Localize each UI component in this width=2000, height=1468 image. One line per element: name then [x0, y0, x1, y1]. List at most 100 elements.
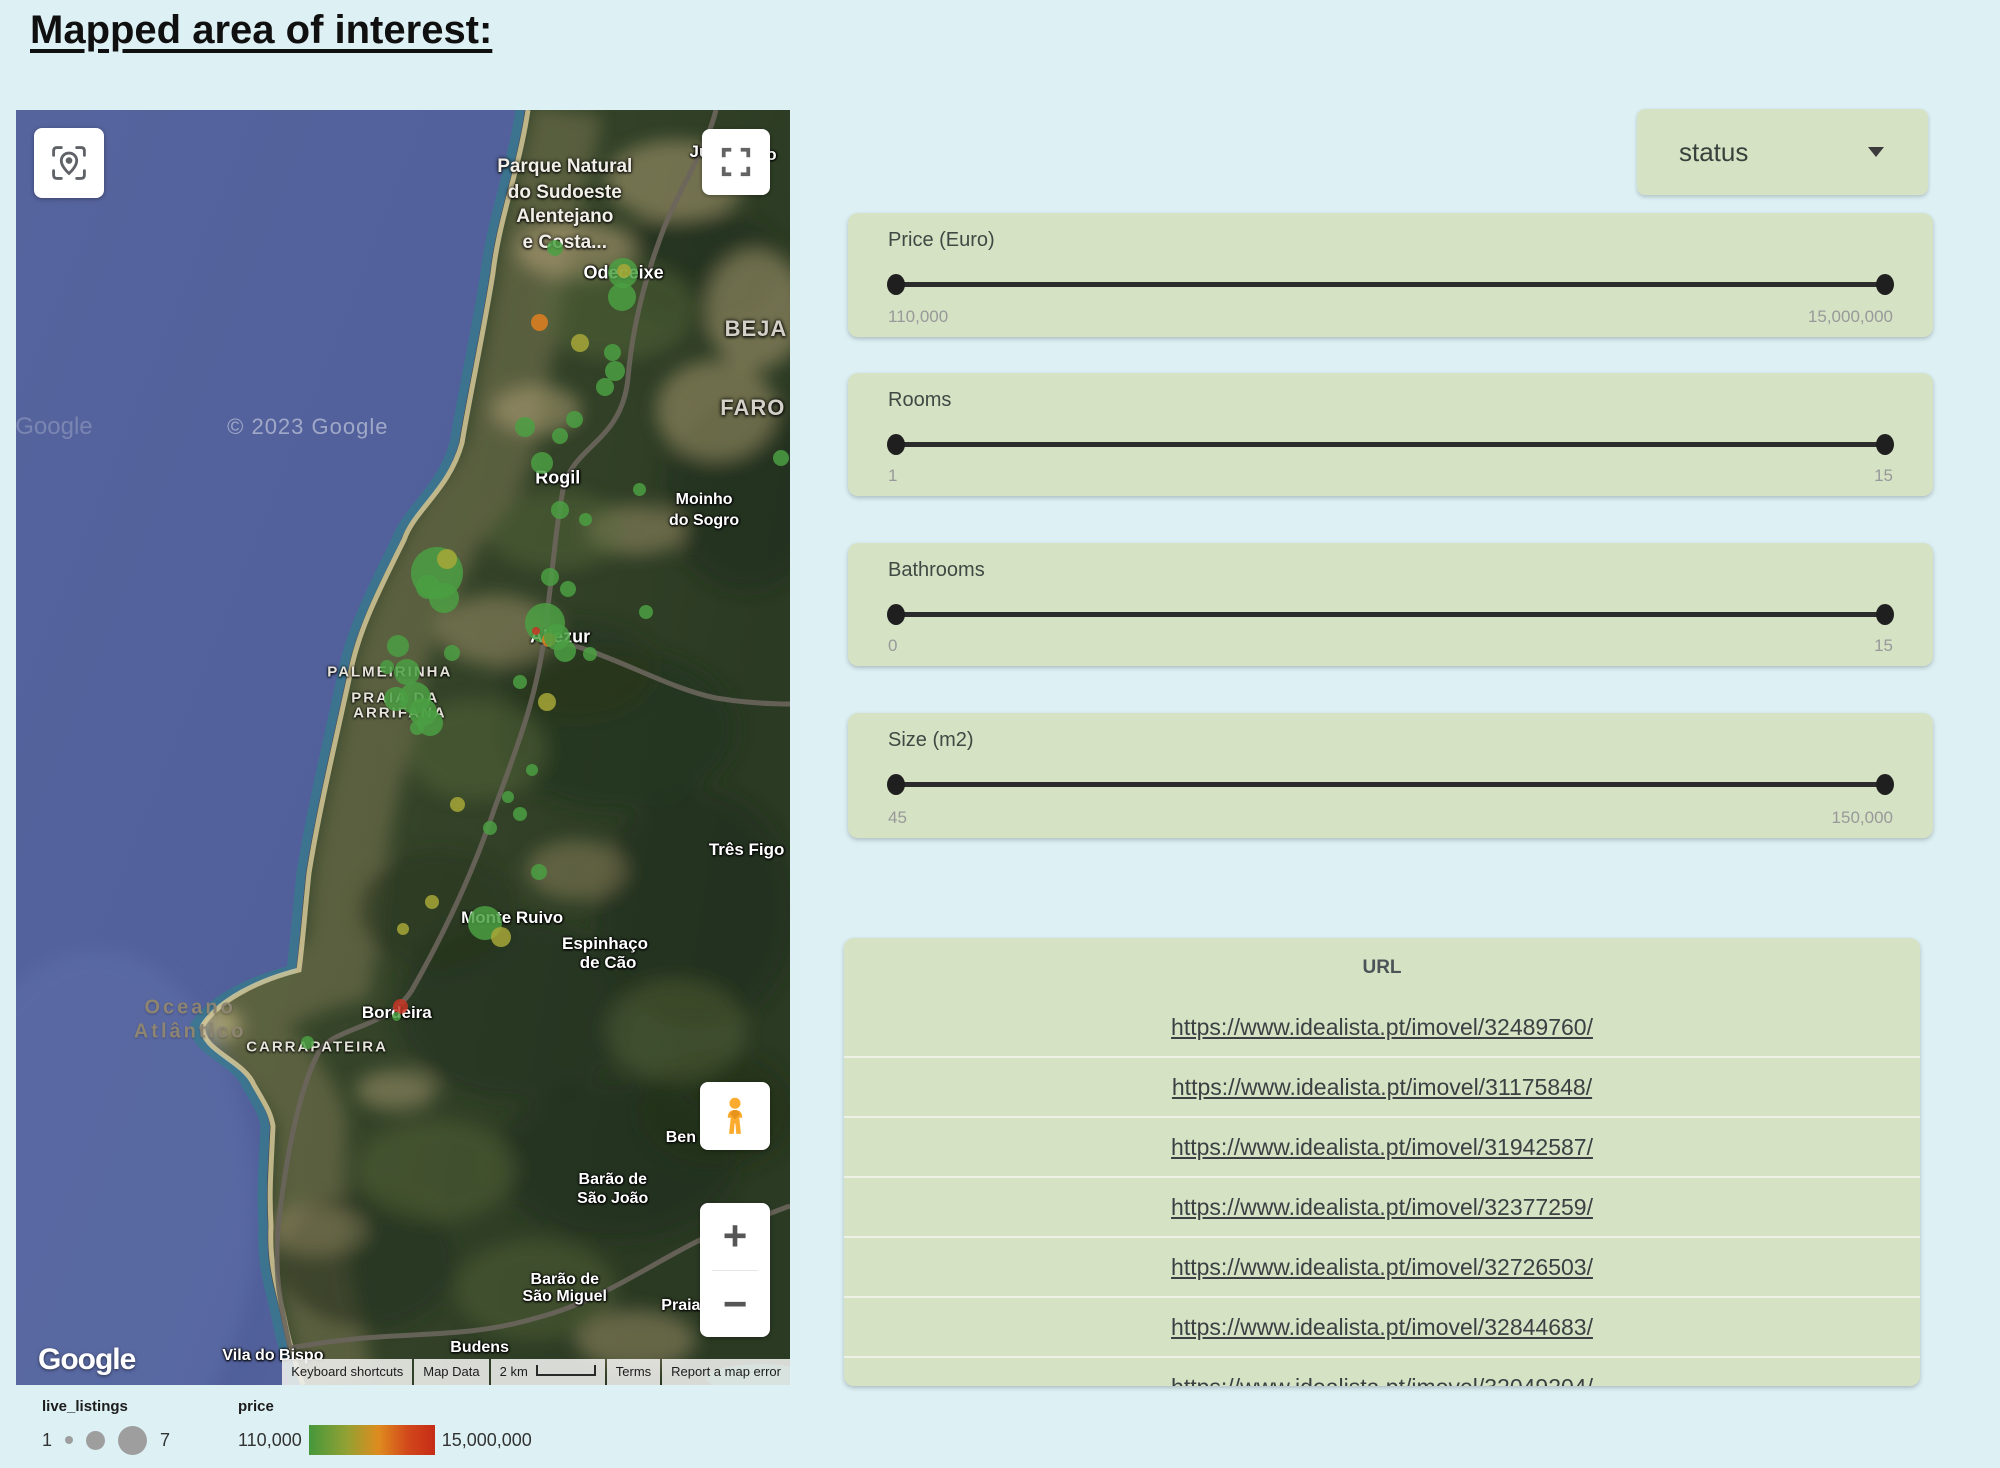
- table-row: https://www.idealista.pt/imovel/32726503…: [844, 1236, 1920, 1296]
- page-title: Mapped area of interest:: [30, 8, 493, 52]
- listing-dot: [512, 806, 527, 821]
- size-legend-dot-small: [65, 1436, 74, 1444]
- listing-dot: [541, 567, 560, 586]
- map-label: São Miguel: [522, 1288, 607, 1306]
- listing-dot: [639, 605, 654, 620]
- keyboard-shortcuts-link[interactable]: Keyboard shortcuts: [282, 1359, 413, 1385]
- map-label: Barão de: [578, 1170, 647, 1188]
- map-label: © 2023 Google: [227, 414, 389, 440]
- terms-link[interactable]: Terms: [606, 1359, 661, 1385]
- map-label: Barão de: [530, 1271, 599, 1289]
- listing-link[interactable]: https://www.idealista.pt/imovel/32049204…: [1171, 1374, 1593, 1386]
- map-data-link[interactable]: Map Data: [414, 1359, 489, 1385]
- rooms-slider-track[interactable]: [887, 434, 1894, 455]
- fullscreen-button[interactable]: [702, 129, 770, 195]
- url-table-header: URL: [1362, 957, 1402, 978]
- bathrooms-filter-panel: Bathrooms 0 15: [848, 543, 1933, 666]
- map-legend: live_listings 1 7 price 110,000 15,000,0…: [42, 1398, 602, 1468]
- price-legend-min: 110,000: [238, 1429, 302, 1450]
- listing-dot: [482, 820, 497, 835]
- pegman-button[interactable]: [700, 1082, 770, 1150]
- pin-select-icon: [52, 146, 86, 180]
- listing-dot: [443, 645, 460, 662]
- size-legend-max: 7: [160, 1429, 171, 1450]
- bathrooms-slider-handle-min[interactable]: [887, 604, 905, 625]
- pegman-icon: [727, 1097, 743, 1134]
- listing-dot: [604, 343, 622, 361]
- price-gradient-bar: [308, 1425, 435, 1455]
- listing-dot: [409, 721, 424, 736]
- google-logo: Google: [38, 1343, 136, 1376]
- listing-dot: [531, 864, 548, 881]
- listing-dot: [449, 797, 465, 813]
- size-slider-handle-min[interactable]: [887, 774, 905, 795]
- map-label: FARO: [720, 395, 786, 421]
- price-legend-label: price: [238, 1398, 274, 1415]
- bathrooms-slider-handle-max[interactable]: [1876, 604, 1894, 625]
- bathrooms-filter-label: Bathrooms: [888, 559, 985, 581]
- price-filter-panel: Price (Euro) 110,000 15,000,000: [848, 213, 1933, 337]
- map-canvas[interactable]: Parque Natural do Sudoeste Alentejano e Cos…: [16, 110, 790, 1385]
- listing-dot: [532, 627, 541, 636]
- price-slider-handle-min[interactable]: [887, 274, 905, 295]
- url-table: URL https://www.idealista.pt/imovel/3248…: [844, 938, 1920, 1386]
- listing-dot: [526, 764, 539, 777]
- price-slider-track[interactable]: [887, 274, 1894, 295]
- report-map-error-link[interactable]: Report a map error: [662, 1359, 790, 1385]
- map-label: Moinho: [675, 491, 733, 509]
- zoom-in-button[interactable]: +: [722, 1212, 748, 1260]
- draw-area-button[interactable]: [34, 128, 104, 198]
- map-label: Ben: [665, 1128, 696, 1146]
- map-label: BEJA: [724, 316, 788, 342]
- listing-link[interactable]: https://www.idealista.pt/imovel/31175848…: [1171, 1074, 1593, 1100]
- map-scale: 2 km: [490, 1359, 605, 1385]
- listing-dot: [633, 483, 647, 497]
- bathrooms-max-value: 15: [1874, 636, 1893, 655]
- listing-dot: [537, 692, 556, 711]
- rooms-filter-panel: Rooms 1 15: [848, 373, 1933, 496]
- price-legend: price 110,000 15,000,000: [238, 1398, 532, 1457]
- listing-dot: [552, 428, 569, 445]
- listing-dot: [531, 314, 549, 332]
- rooms-slider-handle-max[interactable]: [1876, 434, 1894, 455]
- listing-link[interactable]: https://www.idealista.pt/imovel/32726503…: [1171, 1254, 1593, 1280]
- map-label: Parque Natural: [497, 156, 633, 178]
- listing-link[interactable]: https://www.idealista.pt/imovel/32844683…: [1171, 1314, 1593, 1340]
- listing-dot: [424, 894, 439, 909]
- listing-dot: [301, 1035, 315, 1049]
- price-slider-handle-max[interactable]: [1876, 274, 1894, 295]
- listing-dot: [429, 583, 460, 614]
- listing-dot: [571, 334, 590, 353]
- zoom-out-button[interactable]: −: [722, 1279, 748, 1327]
- map-label: Espinhaço: [562, 933, 648, 953]
- status-dropdown[interactable]: status: [1637, 109, 1928, 195]
- listing-dot: [559, 581, 576, 598]
- listing-dot: [596, 377, 614, 396]
- bathrooms-slider-track[interactable]: [887, 604, 1894, 625]
- size-min-value: 45: [888, 808, 907, 827]
- size-legend-min: 1: [42, 1429, 53, 1450]
- map-label: e Costa...: [522, 231, 608, 253]
- listing-dot: [387, 634, 410, 657]
- map-label: Alentejano: [516, 206, 614, 228]
- listing-dot: [608, 283, 637, 312]
- listing-link[interactable]: https://www.idealista.pt/imovel/32377259…: [1171, 1194, 1593, 1220]
- zoom-divider: [712, 1269, 758, 1271]
- size-slider-handle-max[interactable]: [1876, 774, 1894, 795]
- map-label: de Cão: [579, 952, 637, 972]
- rooms-slider-handle-min[interactable]: [887, 434, 905, 455]
- table-row: https://www.idealista.pt/imovel/31942587…: [844, 1116, 1920, 1176]
- listing-dot: [515, 417, 536, 438]
- listing-dot: [491, 927, 512, 948]
- listing-dot: [553, 639, 576, 662]
- listing-link[interactable]: https://www.idealista.pt/imovel/32489760…: [1171, 1014, 1593, 1040]
- size-max-value: 150,000: [1831, 808, 1893, 827]
- listing-dot: [379, 660, 394, 675]
- listing-dot: [512, 675, 527, 690]
- map-label: Budens: [450, 1339, 509, 1357]
- listing-dot: [617, 263, 632, 278]
- listing-dot: [551, 501, 570, 520]
- size-slider-track[interactable]: [887, 774, 1894, 795]
- listing-dots-layer: [16, 110, 790, 1385]
- listing-link[interactable]: https://www.idealista.pt/imovel/31942587…: [1171, 1134, 1593, 1160]
